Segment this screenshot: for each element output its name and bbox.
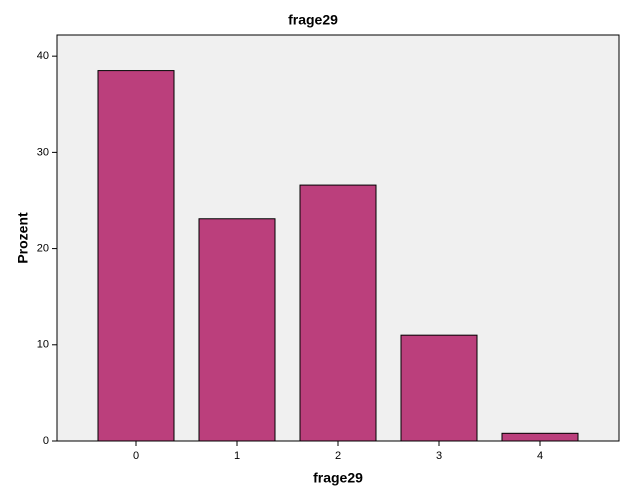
bar — [400, 334, 478, 442]
y-tick-label: 30 — [37, 146, 49, 158]
y-tick-label: 20 — [37, 242, 49, 254]
y-tick-label: 40 — [37, 50, 49, 62]
chart-title: frage29 — [288, 12, 338, 28]
y-tick-label: 0 — [43, 435, 49, 447]
bar — [299, 184, 377, 442]
x-tick-label: 4 — [537, 450, 543, 462]
bar — [198, 218, 276, 442]
x-tick-label: 1 — [234, 450, 240, 462]
bar — [97, 70, 175, 442]
x-tick-label: 2 — [335, 450, 341, 462]
y-tick-label: 10 — [37, 339, 49, 351]
x-axis-title: frage29 — [313, 470, 363, 486]
y-axis-title: Prozent — [15, 212, 31, 264]
x-tick-label: 3 — [436, 450, 442, 462]
bar — [501, 432, 579, 442]
x-tick-label: 0 — [133, 450, 139, 462]
